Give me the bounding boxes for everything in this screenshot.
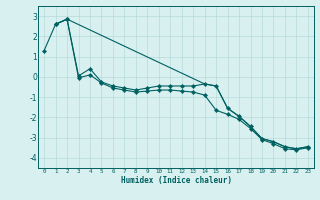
X-axis label: Humidex (Indice chaleur): Humidex (Indice chaleur) bbox=[121, 176, 231, 185]
